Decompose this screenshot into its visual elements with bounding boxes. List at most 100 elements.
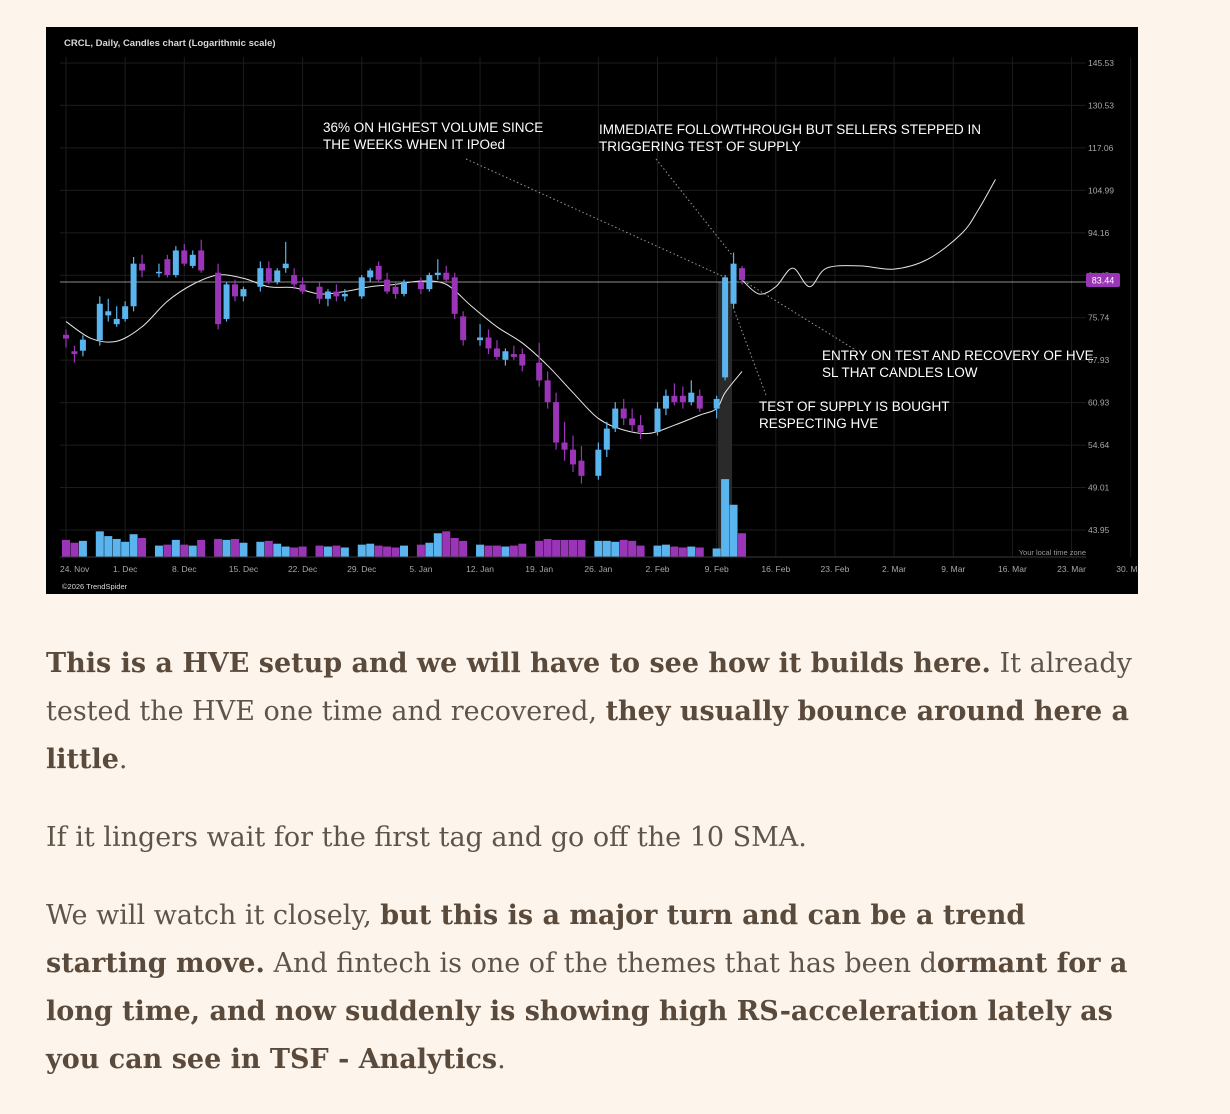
volume-bar (163, 544, 172, 557)
volume-bar (535, 540, 544, 557)
volume-bar (78, 540, 87, 557)
volume-bar (222, 539, 231, 557)
y-tick-label: 104.99 (1088, 185, 1114, 195)
annotation-text: RESPECTING HVE (759, 416, 878, 431)
candle-body (679, 395, 686, 403)
candle (722, 275, 729, 381)
volume-bar (712, 548, 721, 557)
volume-bar (611, 541, 620, 557)
annotation-leader (741, 279, 855, 350)
volume-bar (264, 540, 273, 557)
p3-bold-1: but this is a major turn and can be a tr… (46, 900, 1026, 979)
annotation-text: 36% ON HIGHEST VOLUME SINCE (323, 120, 543, 135)
annotation-text: THE WEEKS WHEN IT IPOed (323, 137, 505, 152)
candle (401, 279, 407, 297)
candle-body (401, 282, 407, 294)
candle-body (367, 270, 374, 278)
candle-body (63, 334, 69, 339)
volume-bar (425, 542, 434, 557)
candle (71, 345, 78, 363)
candle-body (578, 460, 585, 476)
candle (502, 348, 509, 366)
y-tick-label: 117.06 (1088, 143, 1114, 153)
volume-bar (619, 539, 628, 557)
volume-bar (70, 542, 79, 557)
candle-body (232, 284, 238, 297)
candle (730, 252, 737, 309)
annotation-leader (733, 308, 767, 396)
volume-bar (518, 543, 527, 557)
volume-bar (197, 539, 206, 557)
candle (493, 340, 500, 360)
candle (240, 286, 247, 302)
candle-body (282, 263, 289, 269)
candle-body (215, 272, 222, 325)
p1-text-2: . (118, 744, 128, 775)
x-tick-label: 2. Feb (645, 564, 669, 574)
volume-bar (298, 546, 307, 557)
candle-body (493, 348, 500, 357)
candle (189, 250, 196, 269)
y-tick-label: 75.74 (1088, 313, 1110, 323)
volume-bar (628, 540, 637, 557)
volume-bar (374, 545, 383, 557)
candle-body (324, 291, 331, 299)
candle (696, 389, 703, 412)
candle (688, 380, 695, 406)
price-tag-label: 83.44 (1092, 275, 1115, 285)
candle (164, 254, 171, 278)
x-tick-label: 15. Dec (229, 564, 259, 574)
sma10-path (65, 274, 743, 435)
volume-bar (214, 538, 223, 557)
volume-bar (543, 538, 552, 557)
volume-bar (180, 544, 189, 557)
volume-bar (290, 547, 299, 557)
p1-bold-2: they usually bounce around here a little (46, 696, 1130, 775)
p1-bold-1: This is a HVE setup and we will have to … (46, 648, 991, 679)
candle (299, 277, 306, 294)
candle (434, 259, 441, 280)
candle (612, 402, 619, 433)
candle (654, 402, 661, 436)
volume-bar (391, 547, 400, 557)
y-tick-label: 49.01 (1088, 482, 1110, 492)
candle-body (713, 398, 720, 409)
volume-bar (552, 539, 561, 557)
x-tick-label: 9. Feb (705, 564, 729, 574)
volume-bar (154, 545, 163, 557)
sma-line (65, 274, 743, 435)
candle (367, 268, 374, 283)
candle (324, 289, 331, 307)
candle-body (612, 408, 619, 429)
candle-body (662, 395, 669, 409)
candle-body (223, 284, 230, 319)
p3-bold-2: ormant for a long time, and now suddenly… (46, 948, 1128, 1075)
volume-bar (323, 546, 332, 557)
candle-body (139, 263, 146, 271)
volume-bar (256, 541, 265, 557)
volume-bar (281, 546, 290, 557)
volume-bar (357, 544, 366, 557)
candle-body (384, 279, 391, 292)
x-tick-label: 8. Dec (172, 564, 197, 574)
volume-bar (594, 540, 603, 557)
candle (578, 446, 585, 484)
candle-body (502, 351, 509, 360)
candle (739, 265, 745, 285)
candle (122, 301, 129, 322)
candle (713, 395, 720, 419)
volume-bar (129, 534, 138, 557)
candle-body (265, 268, 272, 283)
candle (384, 272, 391, 294)
volume-bar (315, 545, 324, 557)
x-tick-label: 5. Jan (409, 564, 432, 574)
candle-body (79, 339, 86, 351)
volume-bar (332, 545, 341, 557)
candle (232, 279, 238, 302)
volume-bar (188, 545, 197, 557)
candle (671, 383, 678, 406)
volume-bar (95, 531, 104, 557)
candle-body (341, 293, 348, 297)
candle-body (198, 250, 205, 271)
candle (155, 263, 162, 278)
